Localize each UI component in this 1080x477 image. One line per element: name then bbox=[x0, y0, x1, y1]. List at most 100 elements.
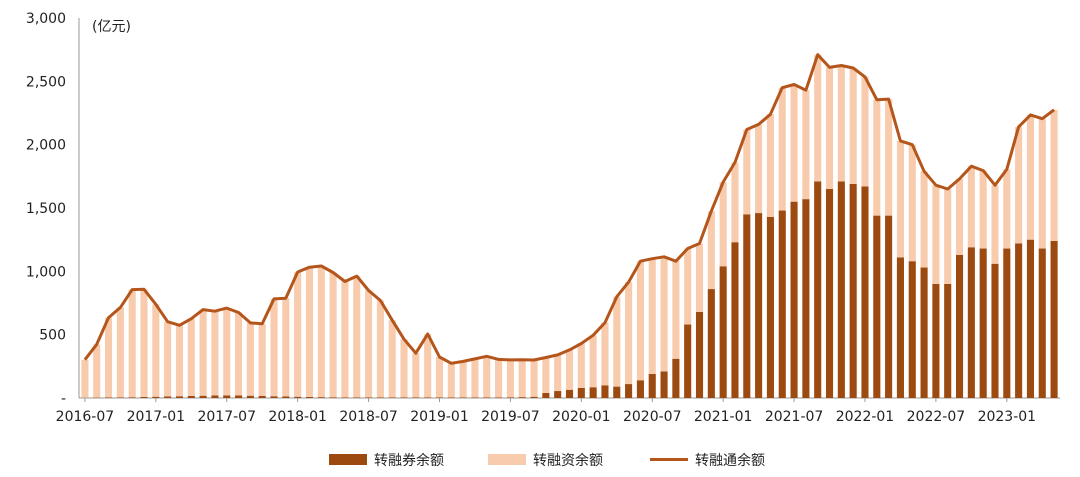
bar-margin-short bbox=[778, 210, 786, 398]
bar-margin-financing bbox=[495, 359, 503, 398]
bar-margin-short bbox=[187, 395, 195, 398]
x-tick-label: 2020-07 bbox=[623, 409, 682, 425]
bar-margin-financing bbox=[731, 162, 739, 243]
bar-margin-short bbox=[435, 397, 444, 398]
bar-margin-short bbox=[825, 189, 834, 398]
bar-margin-short bbox=[447, 397, 455, 398]
bar-margin-short bbox=[908, 261, 916, 398]
bar-margin-short bbox=[175, 396, 184, 398]
bar-margin-financing bbox=[353, 276, 361, 398]
y-tick-label: 3,000 bbox=[26, 11, 66, 27]
bars-layer bbox=[81, 54, 1058, 398]
bar-margin-financing bbox=[1015, 126, 1023, 244]
bar-margin-financing bbox=[341, 281, 349, 398]
bar-margin-financing bbox=[187, 318, 195, 396]
bar-margin-financing bbox=[577, 343, 585, 388]
bar-margin-financing bbox=[955, 178, 964, 255]
bar-margin-financing bbox=[235, 312, 243, 396]
bar-margin-short bbox=[554, 391, 562, 398]
bar-margin-short bbox=[495, 397, 503, 398]
bar-margin-financing bbox=[258, 323, 266, 396]
bar-margin-financing bbox=[707, 211, 715, 290]
bar-margin-short bbox=[329, 397, 337, 398]
bar-margin-short bbox=[258, 395, 266, 398]
bar-margin-financing bbox=[825, 67, 834, 189]
bar-margin-financing bbox=[967, 166, 975, 248]
bar-margin-short bbox=[896, 257, 904, 398]
bar-margin-financing bbox=[660, 256, 668, 372]
bar-margin-short bbox=[589, 387, 597, 398]
bar-margin-financing bbox=[849, 68, 857, 184]
bar-margin-financing bbox=[648, 258, 656, 374]
bar-margin-financing bbox=[542, 357, 550, 393]
bar-margin-short bbox=[270, 396, 278, 398]
bar-margin-short bbox=[412, 397, 420, 398]
bar-margin-financing bbox=[376, 300, 384, 398]
bar-margin-short bbox=[400, 397, 408, 398]
bar-margin-short bbox=[199, 395, 207, 398]
bar-margin-financing bbox=[873, 99, 881, 216]
bar-margin-short bbox=[305, 396, 314, 398]
y-tick-label: 1,000 bbox=[26, 264, 66, 280]
x-tick-label: 2016-07 bbox=[56, 409, 115, 425]
y-tick-label: 2,000 bbox=[26, 138, 66, 154]
x-tick-label: 2022-07 bbox=[907, 409, 966, 425]
bar-margin-short bbox=[636, 380, 644, 398]
bar-margin-financing bbox=[246, 322, 254, 396]
legend-label-total: 转融通余额 bbox=[695, 452, 765, 469]
bar-margin-financing bbox=[554, 354, 562, 392]
x-tick-label: 2023-01 bbox=[978, 409, 1037, 425]
bar-margin-financing bbox=[766, 114, 774, 217]
bar-margin-financing bbox=[802, 90, 810, 200]
legend-label-margin-short: 转融券余额 bbox=[374, 452, 444, 469]
bar-margin-financing bbox=[128, 289, 136, 398]
bar-margin-short bbox=[849, 183, 857, 398]
bar-margin-short bbox=[861, 186, 869, 398]
bar-margin-financing bbox=[636, 261, 644, 381]
bar-margin-short bbox=[424, 397, 432, 398]
bar-margin-short bbox=[648, 373, 656, 398]
bar-margin-financing bbox=[684, 248, 692, 325]
x-tick-label: 2017-01 bbox=[127, 409, 186, 425]
bar-margin-short bbox=[625, 384, 633, 398]
bar-margin-short bbox=[565, 389, 574, 398]
bar-margin-short bbox=[128, 397, 136, 398]
x-tick-label: 2022-01 bbox=[836, 409, 895, 425]
bar-margin-short bbox=[341, 397, 349, 398]
bar-margin-financing bbox=[920, 171, 928, 268]
bar-margin-short bbox=[920, 267, 928, 398]
bar-margin-financing bbox=[223, 308, 231, 396]
bar-margin-financing bbox=[199, 309, 207, 396]
bar-margin-financing bbox=[471, 358, 479, 398]
bar-margin-short bbox=[1038, 248, 1046, 398]
bar-margin-short bbox=[837, 181, 845, 398]
bar-margin-short bbox=[932, 284, 940, 398]
y-tick-label: 1,500 bbox=[26, 201, 66, 217]
axis-layer: - 500 1,000 1,500 2,000 2,500 3,000 2016-07 2017… bbox=[26, 11, 1060, 425]
bar-margin-financing bbox=[140, 289, 148, 397]
bar-margin-financing bbox=[164, 321, 172, 397]
bar-margin-short bbox=[483, 397, 491, 398]
bar-margin-short bbox=[246, 395, 254, 398]
bar-margin-short bbox=[542, 392, 550, 398]
bar-margin-short bbox=[317, 397, 325, 398]
bar-margin-financing bbox=[743, 129, 751, 215]
bar-margin-short bbox=[802, 199, 810, 398]
bar-margin-financing bbox=[565, 349, 574, 390]
y-tick-label: 2,500 bbox=[26, 74, 66, 90]
bar-margin-short bbox=[660, 371, 668, 398]
bar-margin-short bbox=[955, 254, 964, 398]
bar-margin-short bbox=[766, 216, 774, 398]
x-tick-label: 2021-01 bbox=[694, 409, 753, 425]
bar-margin-short bbox=[873, 215, 881, 398]
bar-margin-financing bbox=[1003, 169, 1011, 249]
bar-margin-financing bbox=[105, 317, 113, 398]
x-tick-label: 2017-07 bbox=[197, 409, 256, 425]
bar-margin-financing bbox=[896, 140, 904, 258]
bar-margin-financing bbox=[672, 261, 680, 359]
bar-margin-financing bbox=[589, 335, 597, 388]
bar-margin-short bbox=[1003, 248, 1011, 398]
bar-margin-short bbox=[1015, 243, 1023, 398]
bar-margin-short bbox=[755, 213, 763, 398]
